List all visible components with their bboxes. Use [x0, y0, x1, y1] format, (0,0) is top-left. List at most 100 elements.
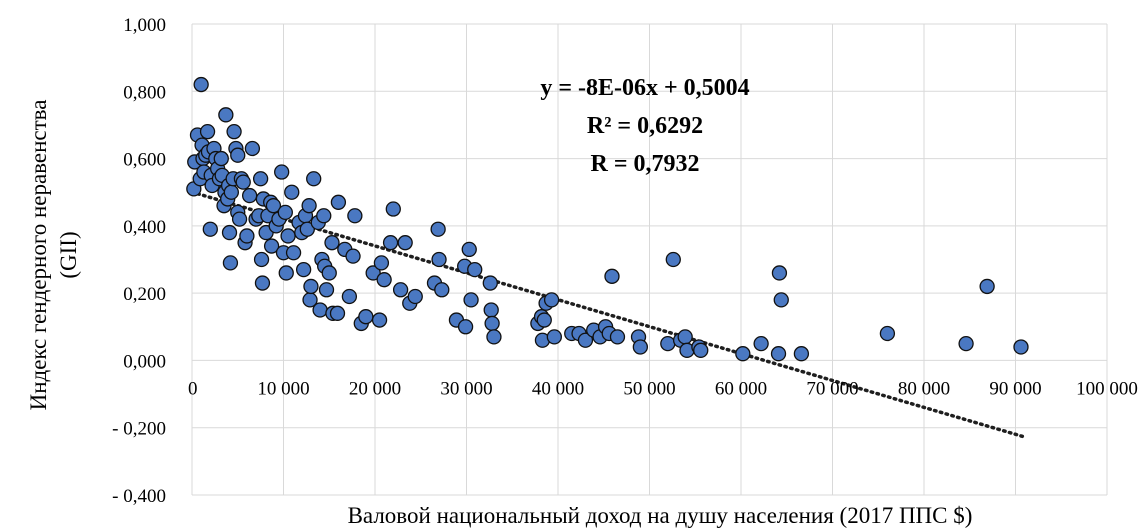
- data-point-97: [430, 221, 446, 237]
- data-point-42: [252, 171, 269, 187]
- y-axis-tick-labels: 1,000 0,800 0,600 0,400 0,200 0,000 - 0,200 - 0…: [112, 15, 166, 507]
- data-point-108: [484, 315, 500, 332]
- data-point-113: [536, 312, 552, 328]
- trendline: [190, 190, 1027, 439]
- data-point-62: [295, 261, 312, 278]
- data-point-142: [958, 335, 974, 352]
- data-point-57: [280, 228, 296, 244]
- data-point-93: [397, 235, 413, 251]
- data-point-38: [241, 187, 258, 204]
- data-point-9: [199, 124, 216, 140]
- data-point-43: [253, 251, 270, 268]
- data-point-75: [321, 265, 337, 281]
- data-point-138: [771, 265, 788, 281]
- data-point-91: [385, 201, 401, 217]
- x-tick-label-6: 60 000: [715, 378, 767, 399]
- y-axis-label-line1: Индекс гендерного неравенства: [26, 100, 51, 411]
- data-point-35: [235, 174, 251, 190]
- data-point-83: [347, 208, 363, 224]
- r-value: R = 0,7932: [590, 151, 699, 177]
- data-point-109: [486, 329, 502, 345]
- data-point-56: [278, 265, 294, 281]
- data-point-59: [285, 245, 302, 261]
- regression-equation: y = -8E-06x + 0,5004: [540, 75, 749, 101]
- r-squared-value: R² = 0,6292: [587, 113, 703, 139]
- data-point-125: [609, 329, 626, 345]
- data-point-50: [265, 198, 282, 214]
- data-point-116: [546, 329, 562, 345]
- data-point-81: [341, 288, 358, 305]
- x-axis-tick-labels: 0 10 000 20 000 30 000 40 000 50 000 60 000 70 …: [188, 378, 1138, 399]
- data-point-135: [735, 346, 751, 362]
- data-point-78: [329, 305, 346, 321]
- data-point-37: [239, 228, 255, 244]
- x-tick-label-9: 90 000: [989, 378, 1041, 399]
- data-point-65: [301, 198, 317, 214]
- data-point-137: [770, 346, 787, 362]
- x-tick-label-4: 40 000: [532, 378, 584, 399]
- x-tick-label-8: 80 000: [898, 378, 950, 399]
- data-point-85: [358, 309, 374, 325]
- data-point-99: [434, 282, 450, 298]
- data-point-88: [373, 255, 390, 271]
- y-tick-label-0: 1,000: [123, 15, 166, 36]
- data-point-58: [284, 184, 300, 200]
- data-point-124: [604, 268, 620, 284]
- data-point-29: [226, 124, 242, 140]
- data-point-106: [482, 275, 498, 291]
- data-point-140: [793, 346, 810, 362]
- y-tick-label-2: 0,600: [123, 150, 166, 171]
- y-axis-label: Индекс гендерного неравенства (GII): [26, 100, 81, 411]
- data-point-67: [303, 278, 319, 295]
- data-point-90: [382, 235, 399, 251]
- data-point-104: [463, 292, 479, 308]
- data-point-89: [376, 272, 392, 288]
- data-point-87: [371, 312, 388, 328]
- data-point-44: [254, 275, 271, 291]
- data-point-76: [324, 235, 340, 251]
- data-point-64: [299, 221, 315, 237]
- x-tick-label-1: 10 000: [257, 378, 309, 399]
- data-point-53: [274, 164, 290, 180]
- y-tick-label-6: - 0,200: [112, 419, 166, 440]
- data-point-102: [457, 319, 474, 335]
- data-point-26: [222, 255, 239, 271]
- data-point-131: [677, 329, 693, 345]
- x-tick-label-3: 30 000: [440, 378, 492, 399]
- data-point-33: [231, 211, 248, 227]
- data-point-49: [263, 238, 280, 254]
- data-point-92: [392, 282, 409, 298]
- data-point-144: [1013, 339, 1029, 355]
- data-point-18: [213, 150, 229, 167]
- data-point-4: [193, 76, 209, 93]
- data-point-98: [431, 251, 447, 268]
- y-tick-label-4: 0,200: [123, 284, 166, 305]
- data-point-119: [577, 332, 594, 348]
- x-tick-label-7: 70 000: [806, 378, 858, 399]
- x-axis-label: Валовой национальный доход на душу насел…: [348, 503, 973, 528]
- y-tick-label-5: 0,000: [123, 351, 166, 372]
- data-point-129: [665, 251, 681, 268]
- data-point-31: [230, 147, 246, 163]
- x-tick-label-10: 100 000: [1076, 378, 1138, 399]
- data-point-22: [218, 107, 234, 123]
- data-point-115: [543, 292, 560, 308]
- data-point-107: [483, 302, 499, 318]
- data-point-25: [221, 224, 238, 241]
- data-point-55: [277, 204, 293, 221]
- data-point-95: [407, 288, 423, 305]
- data-point-11: [202, 221, 218, 237]
- data-points: [186, 76, 1029, 362]
- data-point-86: [365, 265, 381, 281]
- data-point-136: [753, 335, 769, 352]
- trendline-group: [190, 190, 1027, 439]
- x-tick-label-0: 0: [188, 378, 198, 399]
- y-tick-label-7: - 0,400: [112, 486, 166, 507]
- data-point-72: [316, 208, 332, 224]
- data-point-74: [318, 282, 335, 298]
- data-point-141: [879, 325, 896, 342]
- data-point-143: [979, 278, 995, 295]
- data-point-103: [461, 241, 477, 258]
- x-tick-label-5: 50 000: [623, 378, 675, 399]
